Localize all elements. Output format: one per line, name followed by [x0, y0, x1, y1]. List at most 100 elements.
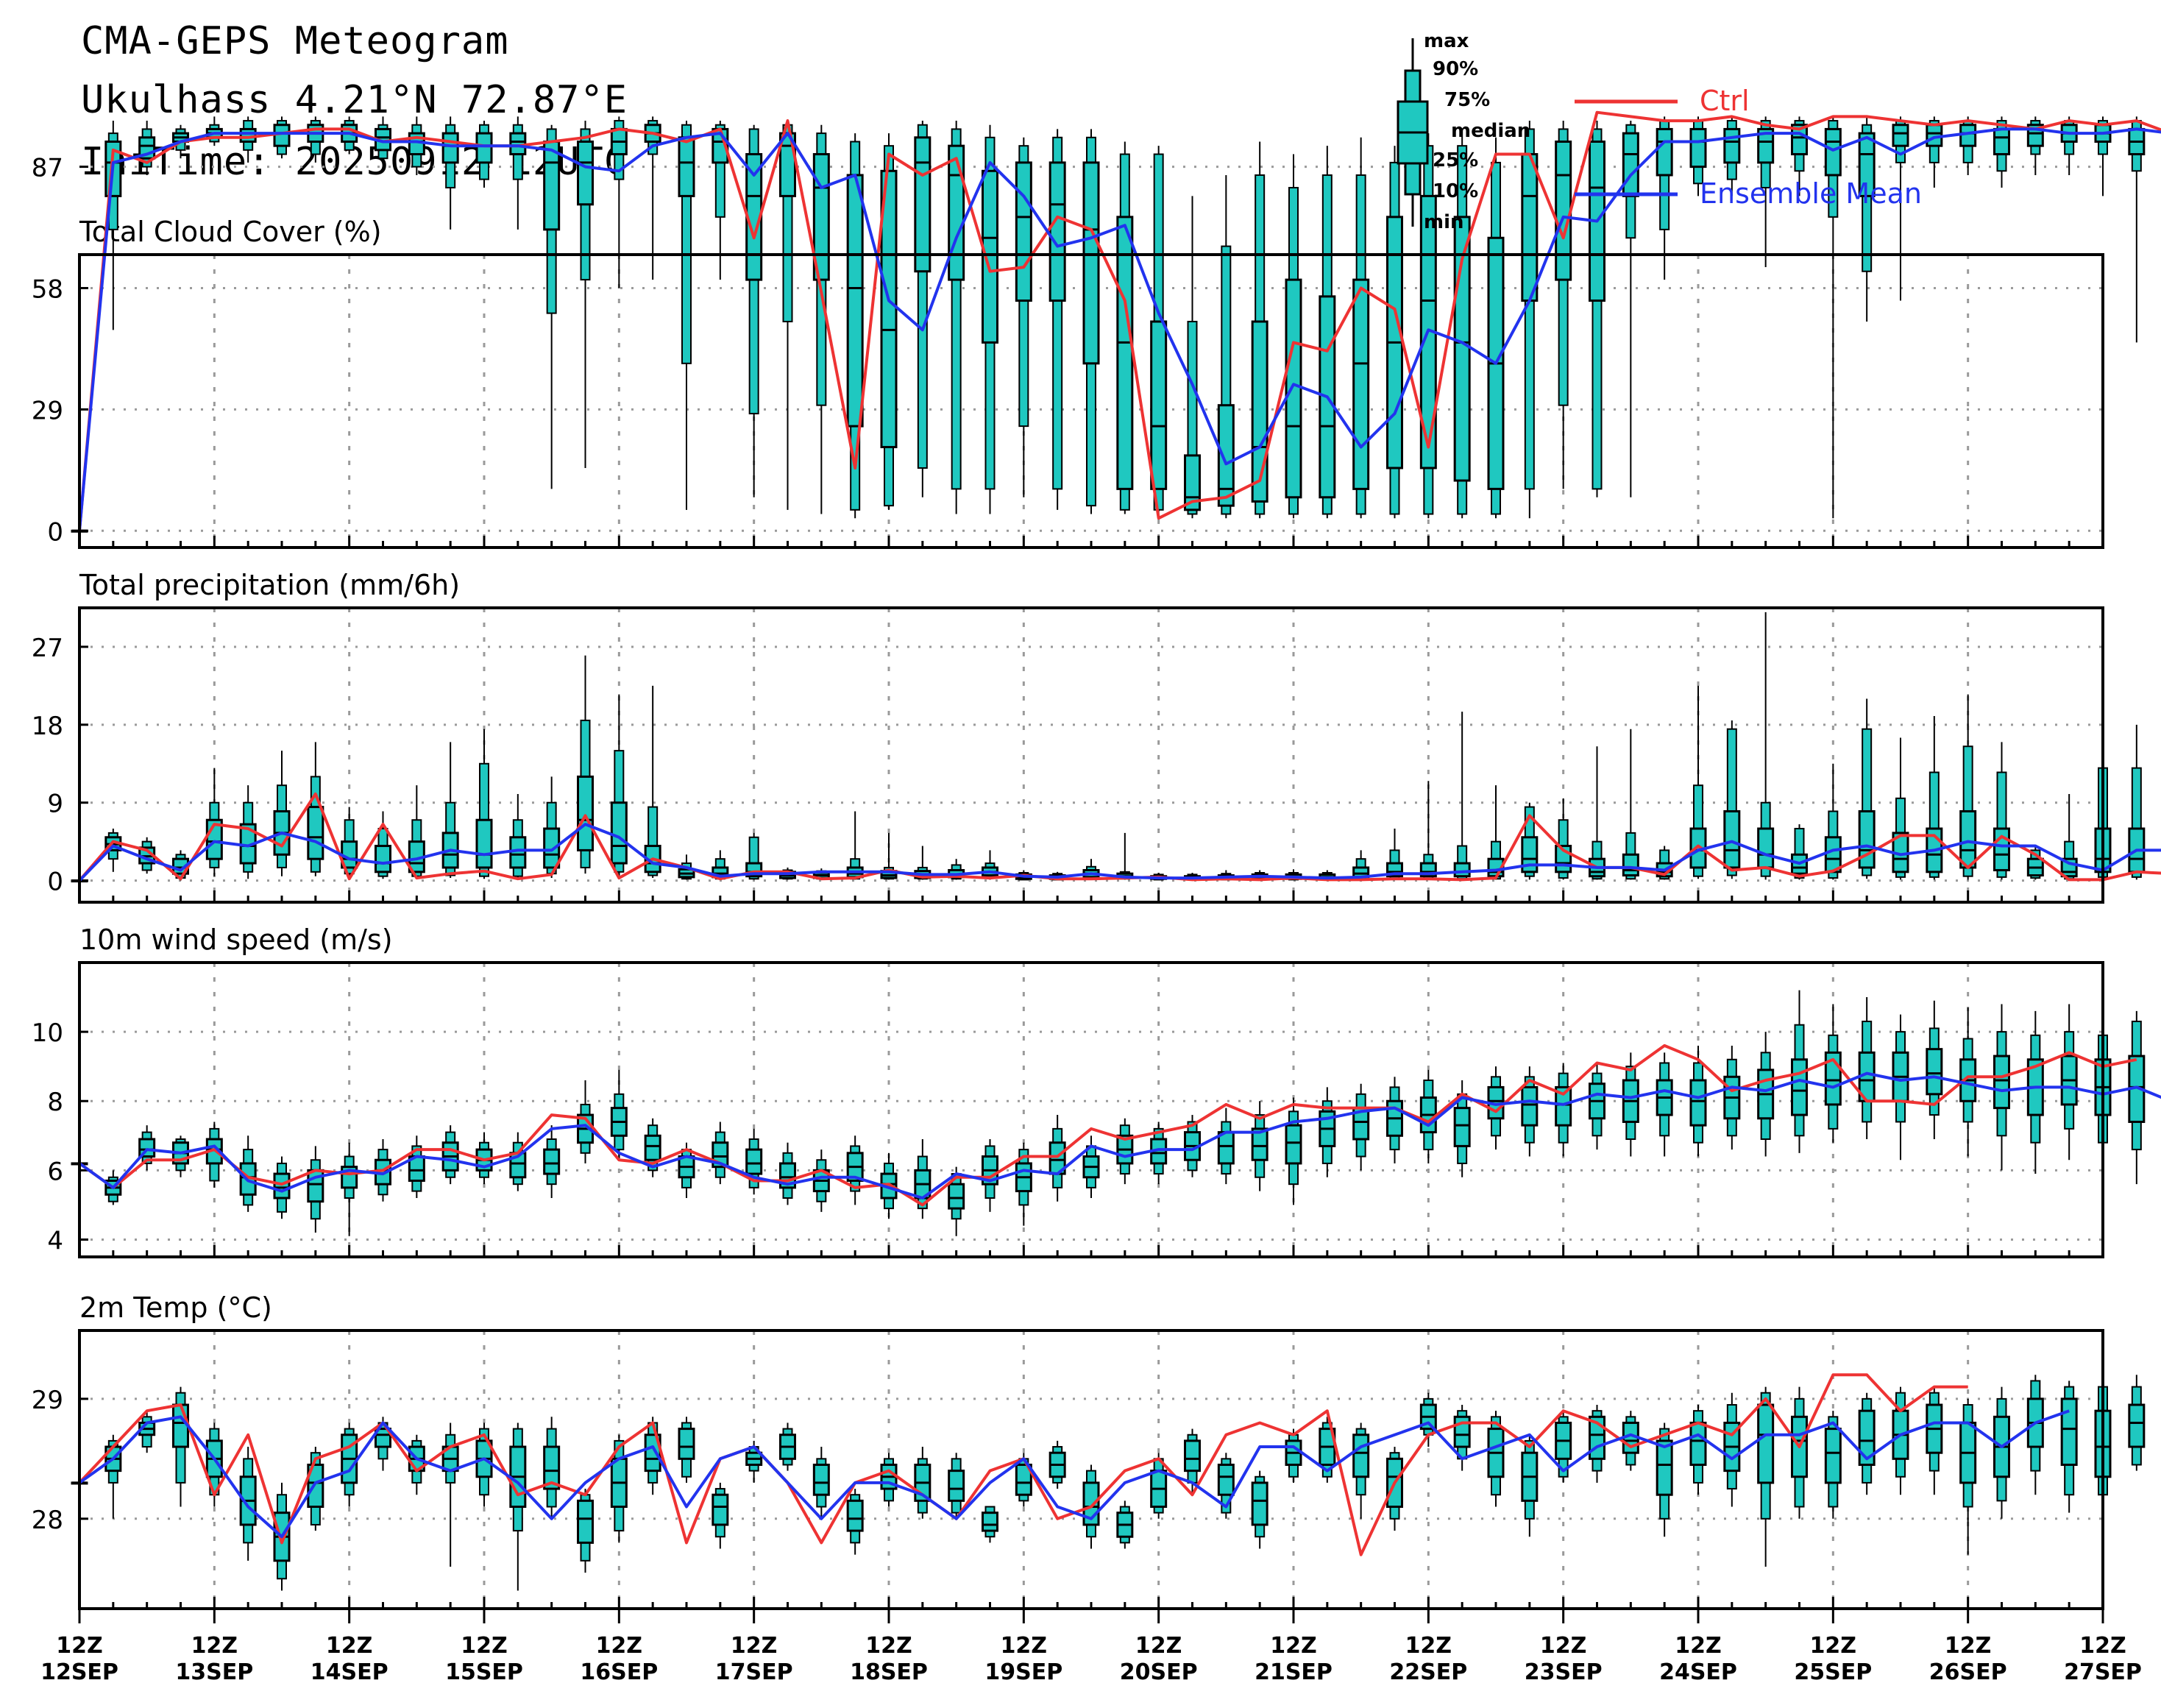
box-p25-p75: [1251, 1481, 1268, 1526]
box-p25-p75: [1217, 404, 1235, 507]
box-p25-p75: [982, 169, 998, 344]
box-p25-p75: [1015, 1463, 1032, 1496]
x-tick-label-hour: 12Z: [731, 1633, 778, 1659]
box-p25-p75: [441, 132, 459, 164]
box-p25-p75: [1858, 1409, 1876, 1466]
y-tick-label: 0: [47, 517, 63, 547]
legend-box-label: min: [1424, 211, 1464, 233]
x-tick-label-hour: 12Z: [1945, 1633, 1992, 1659]
box-p25-p75: [1217, 1131, 1235, 1165]
legend-mean-label: Ensemble Mean: [1700, 177, 1922, 210]
box-p25-p75: [1993, 1055, 2010, 1110]
ensemble-mean-line: [78, 1071, 2161, 1200]
box-p25-p75: [543, 140, 561, 231]
ensemble-mean-line: [78, 823, 2161, 882]
y-tick-label: 0: [47, 868, 63, 897]
x-tick-label-date: 23SEP: [1525, 1659, 1603, 1685]
box-p25-p75: [1015, 161, 1032, 302]
x-tick-label-date: 12SEP: [40, 1659, 118, 1685]
box-p25-p75: [577, 1499, 594, 1544]
box-p25-p75: [1048, 161, 1066, 302]
box-p25-p75: [610, 801, 628, 865]
box-p25-p75: [475, 818, 493, 869]
box-p25-p75: [880, 169, 898, 449]
box-p25-p75: [948, 1470, 965, 1502]
box-p25-p75: [1555, 1085, 1572, 1127]
panel-title: 2m Temp (°C): [79, 1291, 272, 1324]
x-tick-label-hour: 12Z: [1001, 1633, 1048, 1659]
box-p25-p75: [1184, 1439, 1201, 1473]
box-p25-p75: [1082, 161, 1100, 365]
x-tick-label-date: 24SEP: [1659, 1659, 1737, 1685]
box-p25-p75: [273, 1172, 291, 1200]
box-p25-p75: [1521, 153, 1539, 302]
ensemble-mean-line: [78, 127, 2161, 531]
box-p25-p75: [812, 1463, 830, 1496]
box-p25-p75: [2128, 1403, 2146, 1448]
box-p25-p75: [1723, 809, 1741, 869]
y-tick-label: 58: [32, 274, 63, 304]
box-p25-p75: [577, 775, 594, 851]
x-tick-label-date: 25SEP: [1794, 1659, 1872, 1685]
box-p25-p75: [1622, 132, 1639, 197]
legend-box-label: max: [1424, 30, 1469, 52]
x-tick-label-date: 26SEP: [1929, 1659, 2007, 1685]
x-tick-label-hour: 12Z: [1810, 1633, 1857, 1659]
box-p25-p75: [577, 140, 594, 206]
box-p25-p75: [1689, 1079, 1707, 1127]
box-p25-p75: [375, 1428, 391, 1448]
ctrl-line: [78, 110, 2161, 531]
box-p25-p75: [1959, 809, 1977, 869]
x-tick-label-hour: 12Z: [1135, 1633, 1182, 1659]
box-p25-p75: [846, 1499, 864, 1532]
box-p25-p75: [1217, 1463, 1235, 1496]
box-p25-p75: [1453, 1107, 1471, 1147]
x-tick-label-hour: 12Z: [1270, 1633, 1317, 1659]
x-tick-label-date: 16SEP: [580, 1659, 658, 1685]
y-tick-label: 87: [32, 154, 63, 183]
box-p25-p75: [1993, 127, 2010, 156]
box-p25-p75: [644, 1134, 661, 1161]
x-tick-label-hour: 12Z: [326, 1633, 373, 1659]
box-p25-p75: [1757, 1403, 1775, 1484]
y-tick-label: 18: [32, 712, 63, 741]
x-tick-label-date: 13SEP: [175, 1659, 253, 1685]
box-p25-p75: [2060, 1397, 2078, 1466]
box-p25-p75: [1555, 140, 1572, 281]
box-p25-p75: [1689, 127, 1707, 169]
box-p25-p75: [1689, 1421, 1707, 1466]
legend-box-label: 75%: [1444, 89, 1490, 111]
box-p25-p75: [1453, 1415, 1471, 1448]
x-tick-label-date: 21SEP: [1255, 1659, 1333, 1685]
box-p25-p75: [982, 1512, 998, 1532]
legend-box-label: 25%: [1433, 149, 1478, 171]
box-p25-p75: [543, 1148, 561, 1175]
x-tick-label-hour: 12Z: [191, 1633, 238, 1659]
box-p25-p75: [1656, 127, 1673, 177]
station-location: Ukulhass 4.21°N 72.87°E: [81, 78, 628, 122]
box-p25-p75: [1521, 1085, 1539, 1127]
box-p25-p75: [1285, 1124, 1302, 1165]
y-tick-label: 8: [47, 1088, 63, 1117]
box-p25-p75: [1993, 827, 2010, 871]
box-p25-p75: [1285, 278, 1302, 499]
x-tick-label-date: 19SEP: [984, 1659, 1062, 1685]
x-tick-label-hour: 12Z: [56, 1633, 103, 1659]
box-p25-p75: [678, 1428, 695, 1460]
box-p25-p75: [745, 1148, 763, 1175]
box-p25-p75: [1824, 127, 1842, 177]
box-p25-p75: [307, 806, 324, 860]
ctrl-line: [78, 792, 2161, 882]
page-title: CMA-GEPS Meteogram: [81, 19, 509, 63]
box-p25-p75: [1791, 1058, 1808, 1116]
x-tick-label-hour: 12Z: [1675, 1633, 1722, 1659]
box-p25-p75: [948, 144, 965, 281]
panel-title: 10m wind speed (m/s): [79, 924, 393, 956]
x-tick-label-hour: 12Z: [2079, 1633, 2126, 1659]
legend-box-label: 10%: [1433, 180, 1478, 202]
y-tick-label: 10: [32, 1018, 63, 1048]
x-tick-label-hour: 12Z: [596, 1633, 643, 1659]
box-p25-p75: [1150, 320, 1168, 490]
box-p25-p75: [1622, 853, 1639, 877]
x-tick-label-hour: 12Z: [1540, 1633, 1587, 1659]
